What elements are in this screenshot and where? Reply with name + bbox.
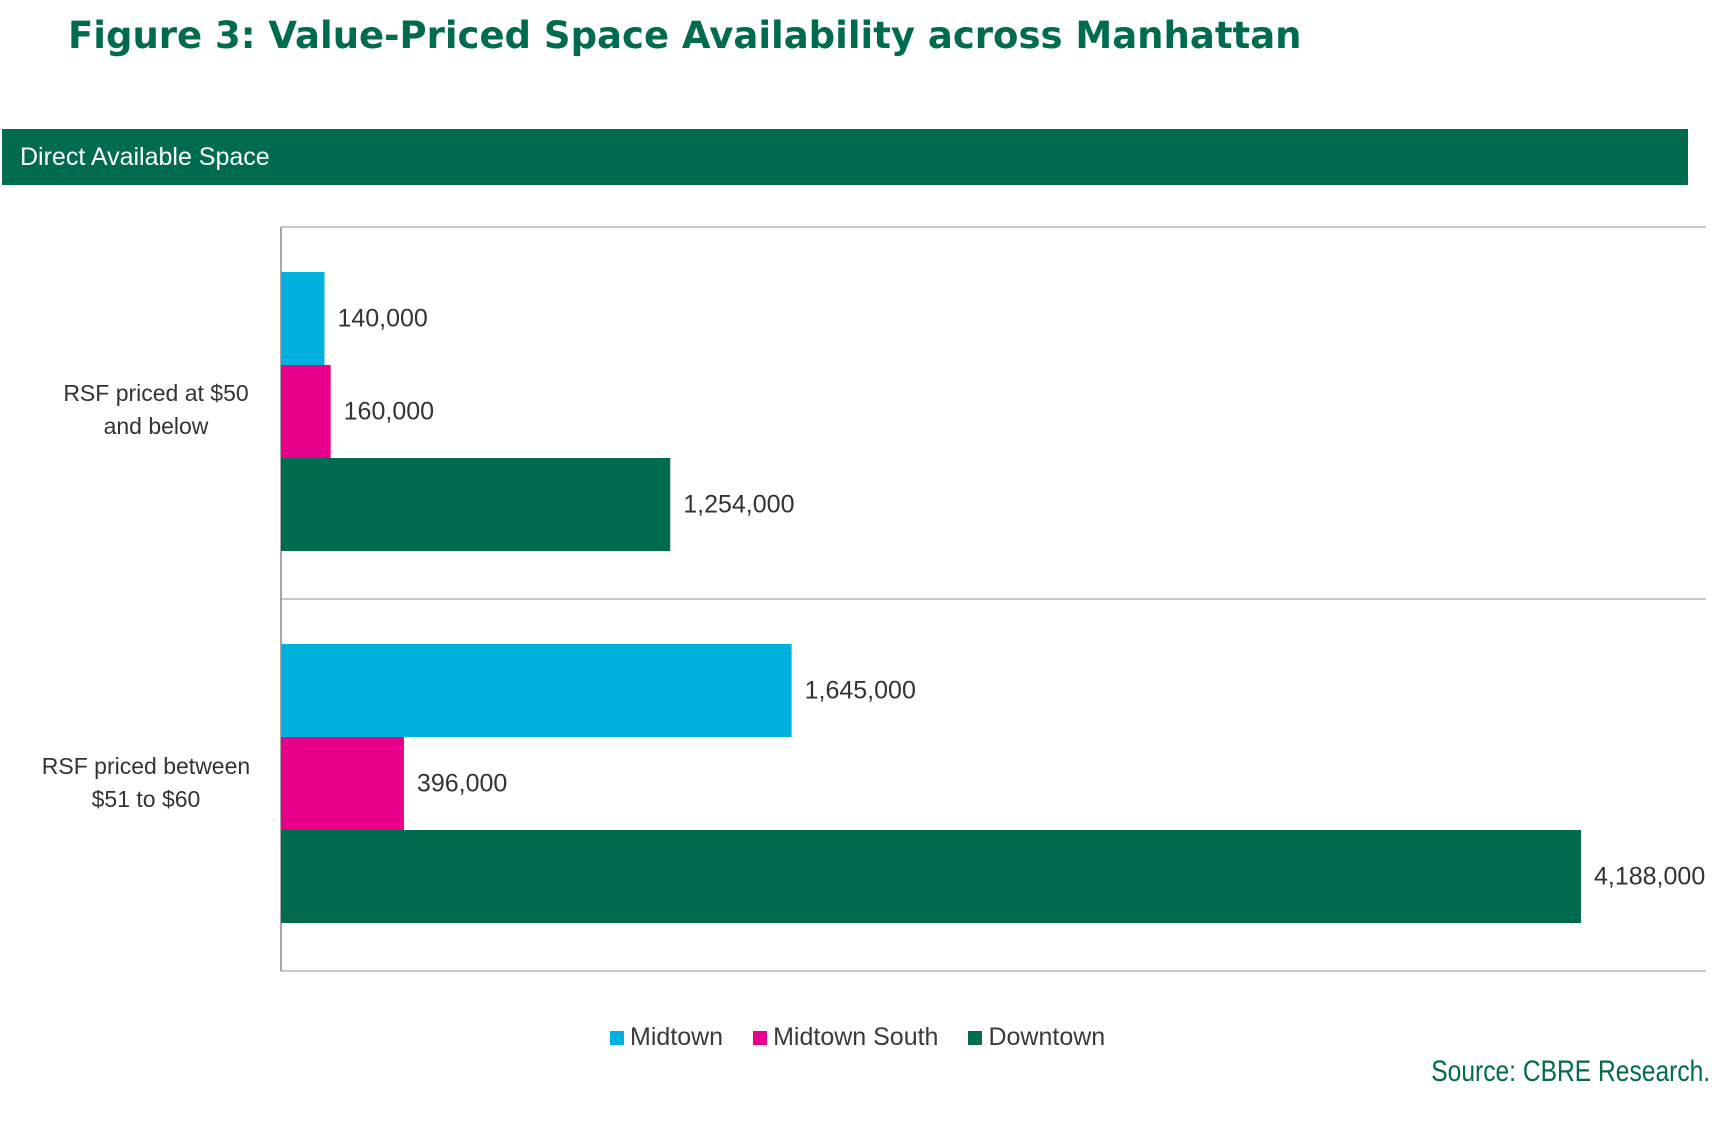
legend-swatch-midtown-south (753, 1030, 768, 1045)
legend-swatch-downtown (968, 1030, 983, 1045)
bar-downtown-group-0 (281, 458, 671, 551)
legend-swatch-midtown (610, 1030, 624, 1045)
bar-midtown-group-0 (281, 272, 325, 365)
bar-midtown-south-group-1 (281, 737, 404, 830)
figure-title: Figure 3: Value-Priced Space Availabilit… (68, 14, 1302, 57)
chart-legend: Midtown Midtown South Downtown (610, 1023, 1105, 1052)
legend-item-midtown-south: Midtown South (753, 1023, 938, 1052)
category-label-0: RSF priced at $50 and below (36, 377, 276, 443)
data-label-downtown-group-0: 1,254,000 (683, 491, 794, 519)
banner-title: Direct Available Space (20, 143, 270, 171)
data-label-midtown-south-group-1: 396,000 (417, 770, 507, 798)
data-label-downtown-group-1: 4,188,000 (1594, 863, 1705, 891)
category-label-1: RSF priced between $51 to $60 (26, 750, 266, 816)
category-label-0-line-1: RSF priced at $50 (63, 380, 249, 406)
legend-label-midtown-south: Midtown South (773, 1023, 939, 1051)
source-note: Source: CBRE Research. (1431, 1055, 1710, 1088)
category-label-0-line-2: and below (103, 413, 209, 439)
category-label-1-line-2: $51 to $60 (91, 786, 201, 812)
legend-label-midtown: Midtown (630, 1023, 724, 1051)
legend-item-midtown: Midtown (610, 1023, 723, 1052)
chart-banner: Direct Available Space (2, 129, 1688, 185)
bar-midtown-group-1 (281, 644, 792, 737)
data-label-midtown-group-1: 1,645,000 (805, 677, 916, 705)
category-label-1-line-1: RSF priced between (41, 753, 251, 779)
data-label-midtown-group-0: 140,000 (337, 305, 427, 333)
legend-label-downtown: Downtown (988, 1023, 1106, 1051)
legend-item-downtown: Downtown (968, 1023, 1105, 1052)
data-label-midtown-south-group-0: 160,000 (344, 398, 434, 426)
bar-midtown-south-group-0 (281, 365, 331, 458)
bar-downtown-group-1 (281, 830, 1581, 923)
